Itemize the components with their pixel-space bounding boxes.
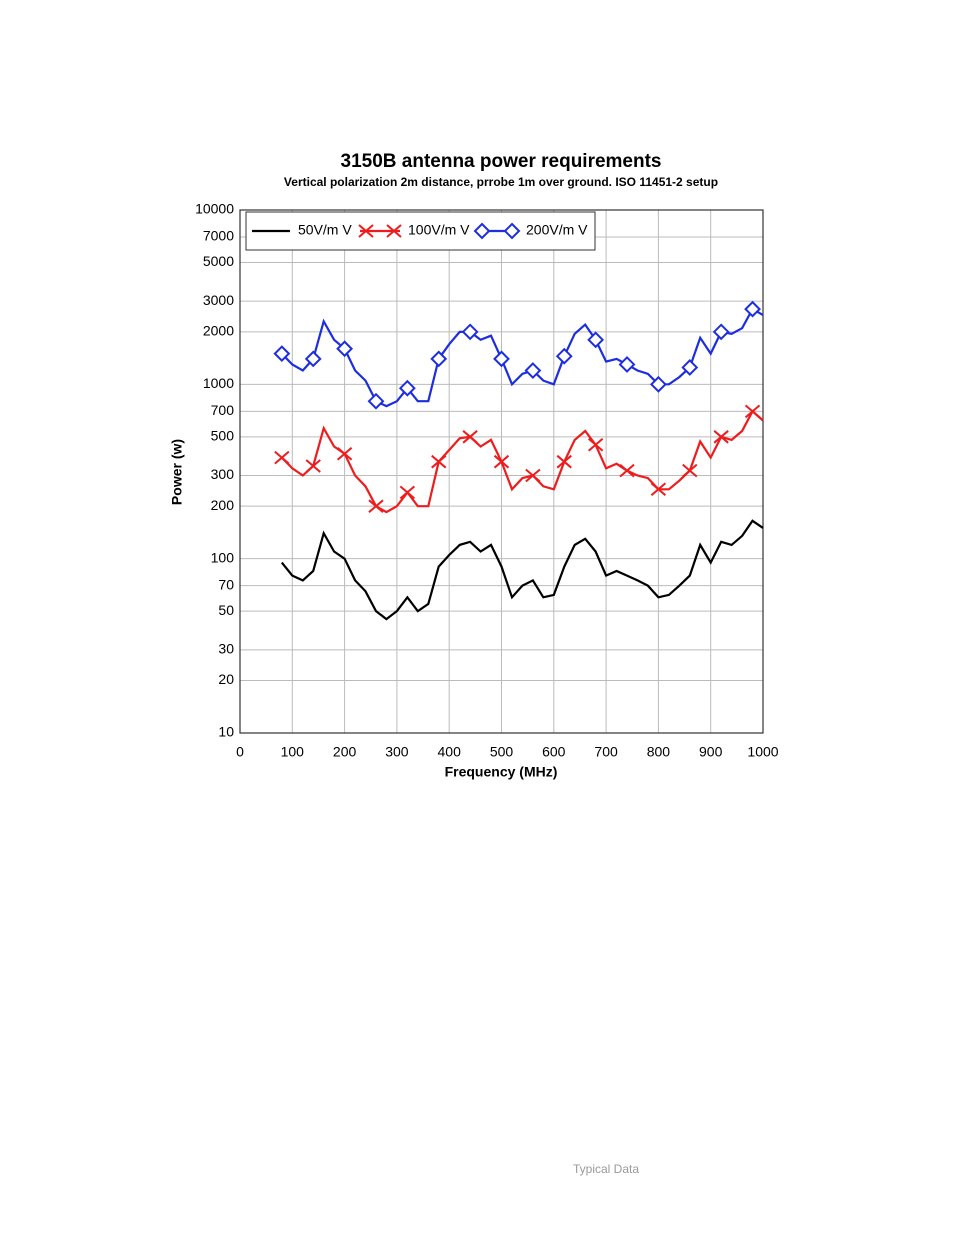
y-tick-label: 5000 xyxy=(203,253,234,269)
data-point xyxy=(493,350,510,368)
data-point xyxy=(274,450,290,465)
data-point xyxy=(462,430,478,444)
y-tick-label: 70 xyxy=(218,576,234,592)
legend-marker xyxy=(503,222,521,240)
y-tick-label: 100 xyxy=(211,549,235,565)
data-point xyxy=(399,485,416,500)
x-axis-label: Frequency (MHz) xyxy=(445,764,558,780)
y-tick-label: 10000 xyxy=(195,201,234,217)
data-point xyxy=(681,359,699,376)
data-point xyxy=(398,379,416,397)
y-tick-label: 300 xyxy=(211,466,235,482)
y-tick-label: 3000 xyxy=(203,292,234,308)
legend-marker xyxy=(358,224,374,238)
x-tick-label: 900 xyxy=(699,744,723,760)
legend-label: 50V/m V xyxy=(298,222,352,238)
data-point xyxy=(649,375,667,393)
plot-frame xyxy=(239,209,764,734)
y-tick-label: 500 xyxy=(211,428,235,444)
data-point xyxy=(682,463,698,478)
data-point xyxy=(368,499,384,513)
x-tick-label: 0 xyxy=(236,744,244,760)
y-tick-label: 20 xyxy=(218,671,234,687)
x-tick-label: 700 xyxy=(594,744,618,760)
x-tick-label: 800 xyxy=(647,744,671,760)
data-point xyxy=(367,392,385,410)
data-point xyxy=(430,350,448,368)
legend-box xyxy=(245,211,596,251)
data-point xyxy=(336,340,354,358)
data-point xyxy=(555,347,573,365)
data-point xyxy=(587,438,604,452)
data-point xyxy=(493,454,510,469)
y-tick-label: 50 xyxy=(218,602,234,618)
y-tick-label: 700 xyxy=(211,402,235,418)
data-point xyxy=(744,404,761,419)
legend-marker xyxy=(473,222,491,240)
data-point xyxy=(461,323,479,341)
legend-marker xyxy=(386,224,402,238)
series-line xyxy=(280,519,764,621)
data-point xyxy=(524,362,542,379)
y-tick-label: 30 xyxy=(218,641,234,657)
x-tick-label: 400 xyxy=(438,744,462,760)
x-tick-label: 100 xyxy=(281,744,305,760)
data-point xyxy=(305,459,321,473)
y-tick-label: 7000 xyxy=(203,228,234,244)
x-tick-label: 300 xyxy=(385,744,409,760)
data-point xyxy=(273,345,291,363)
legend-label: 200V/m V xyxy=(526,222,588,238)
footer: Typical Data xyxy=(573,1162,639,1176)
data-point xyxy=(587,331,605,349)
data-point xyxy=(304,350,322,368)
data-point xyxy=(744,300,761,318)
series-line xyxy=(281,409,764,514)
data-point xyxy=(556,454,572,469)
x-tick-label: 200 xyxy=(333,744,357,760)
y-tick-label: 2000 xyxy=(203,323,234,339)
chart-subtitle: Vertical polarization 2m distance, prrob… xyxy=(284,175,718,189)
y-axis-label: Power (w) xyxy=(169,439,185,505)
y-tick-label: 1000 xyxy=(203,375,234,391)
data-point xyxy=(619,463,635,478)
x-tick-label: 600 xyxy=(542,744,566,760)
data-point xyxy=(431,454,447,469)
data-point xyxy=(525,468,541,483)
chart-title: 3150B antenna power requirements xyxy=(341,151,662,172)
data-point xyxy=(712,323,730,341)
y-tick-label: 200 xyxy=(211,497,235,513)
data-point xyxy=(650,482,667,497)
data-point xyxy=(618,356,636,373)
series-line xyxy=(281,307,764,408)
y-tick-label: 10 xyxy=(218,724,234,740)
x-tick-label: 1000 xyxy=(747,744,778,760)
x-tick-label: 500 xyxy=(490,744,514,760)
legend-label: 100V/m V xyxy=(408,222,470,238)
data-point xyxy=(713,430,729,444)
data-point xyxy=(336,446,353,461)
